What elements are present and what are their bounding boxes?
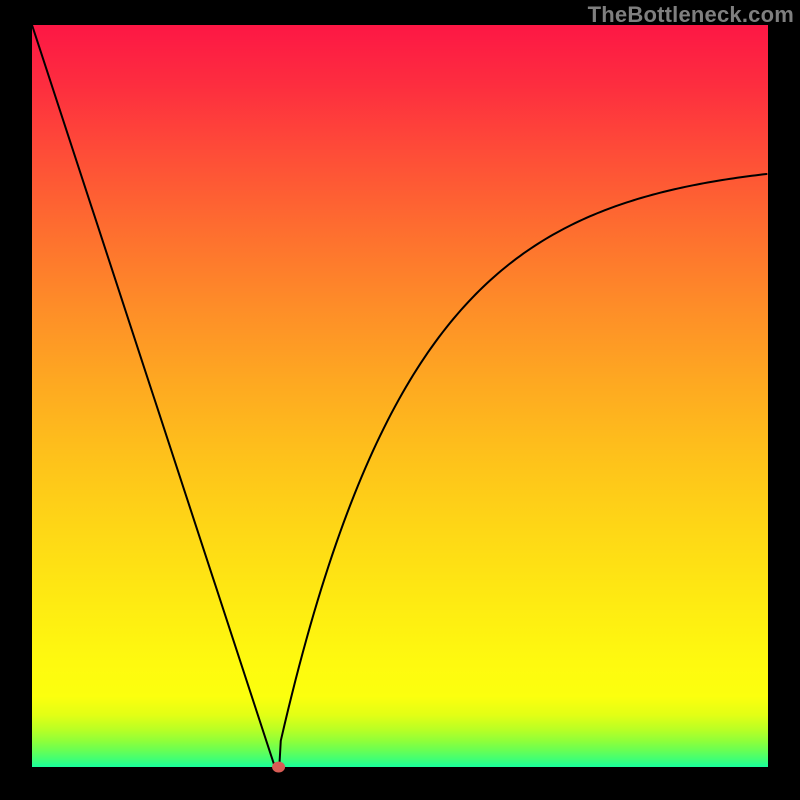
minimum-marker xyxy=(272,762,285,773)
chart-svg xyxy=(0,0,800,800)
chart-stage: TheBottleneck.com xyxy=(0,0,800,800)
